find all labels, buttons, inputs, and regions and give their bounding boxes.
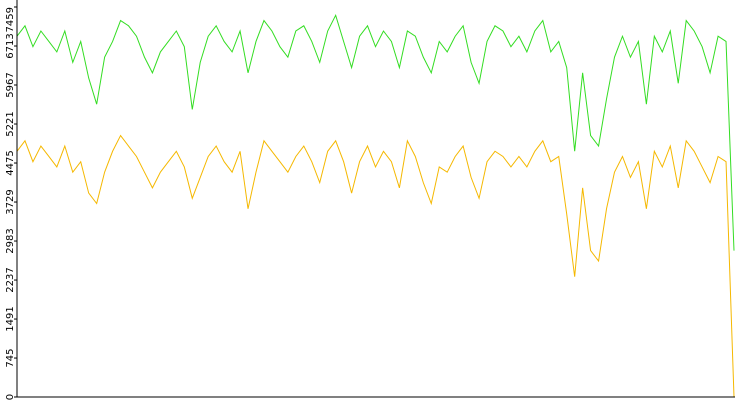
series-line xyxy=(16,13,735,251)
y-tick-label: 0 xyxy=(5,394,16,400)
y-tick-label: 4475 xyxy=(5,150,16,175)
y-tick-label: 2983 xyxy=(5,228,16,253)
series-line xyxy=(16,134,735,398)
y-tick-label: 2237 xyxy=(5,267,16,292)
y-tick-label: 5967 xyxy=(5,72,16,97)
y-tick-label: 3729 xyxy=(5,189,16,214)
y-tick-label: 5221 xyxy=(5,111,16,136)
y-tick-label: 745 xyxy=(5,349,16,368)
y-tick-label: 1491 xyxy=(5,306,16,331)
y-tick-label: 6713 xyxy=(5,33,16,58)
y-tick-label: 7459 xyxy=(5,7,16,32)
